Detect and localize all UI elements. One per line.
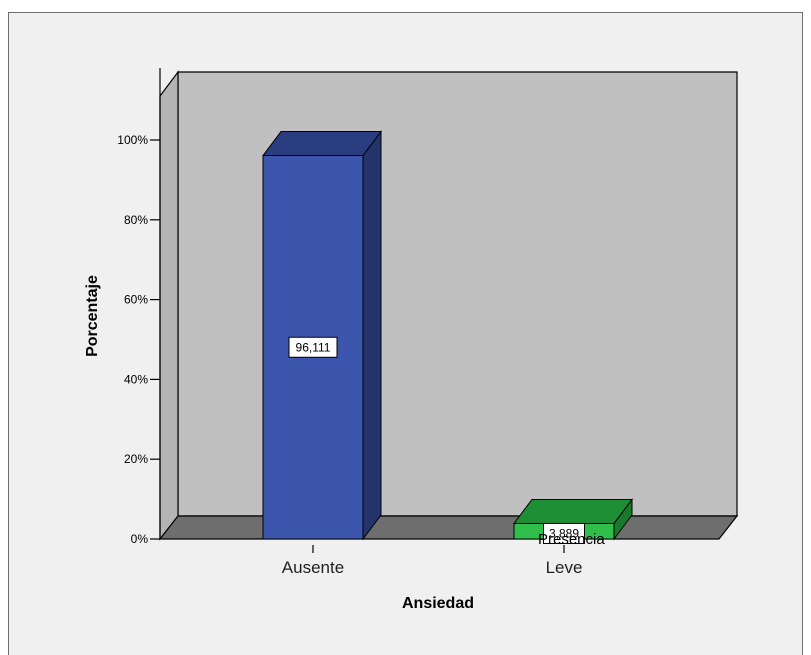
y-tick-label: 100% bbox=[117, 133, 148, 147]
chart-floor bbox=[158, 515, 739, 540]
y-tick-label: 80% bbox=[124, 213, 148, 227]
chart-back-wall bbox=[177, 71, 738, 517]
presencia-annotation: Presencia bbox=[538, 531, 605, 548]
y-axis: 0% 20% 40% 60% 80% 100% bbox=[117, 68, 161, 546]
y-tick-label: 40% bbox=[124, 372, 148, 386]
y-axis-title: Porcentaje bbox=[84, 275, 101, 357]
y-tick-label: 60% bbox=[124, 293, 148, 307]
y-tick-label: 0% bbox=[131, 532, 149, 546]
x-axis: Ausente Leve bbox=[282, 545, 583, 577]
data-label-box bbox=[543, 522, 585, 544]
x-tick-label: Ausente bbox=[282, 558, 344, 577]
y-tick-label: 20% bbox=[124, 452, 148, 466]
data-label-box bbox=[288, 336, 338, 358]
x-axis-title: Ansiedad bbox=[402, 595, 474, 612]
chart-side-wall bbox=[159, 70, 179, 541]
bar-top-leve bbox=[513, 498, 633, 524]
bar-top-ausente bbox=[262, 131, 382, 157]
data-label: 96,111 bbox=[296, 340, 331, 354]
data-label: 3,889 bbox=[549, 526, 579, 540]
bar-side-ausente bbox=[362, 130, 382, 541]
x-tick-label: Leve bbox=[546, 558, 583, 577]
bars-group: 96,111 3,889 bbox=[262, 130, 633, 544]
